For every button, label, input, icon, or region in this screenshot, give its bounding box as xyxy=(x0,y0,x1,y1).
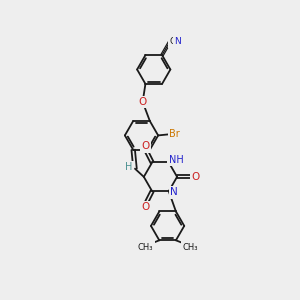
Text: CH₃: CH₃ xyxy=(138,243,153,252)
Text: O: O xyxy=(142,202,150,212)
Text: O: O xyxy=(139,97,147,107)
Text: O: O xyxy=(142,141,150,151)
Text: N: N xyxy=(170,188,178,197)
Text: H: H xyxy=(125,162,132,172)
Text: NH: NH xyxy=(169,155,184,165)
Text: N: N xyxy=(174,37,181,46)
Text: O: O xyxy=(191,172,200,182)
Text: C: C xyxy=(169,37,175,46)
Text: CH₃: CH₃ xyxy=(182,243,197,252)
Text: Br: Br xyxy=(169,129,180,139)
